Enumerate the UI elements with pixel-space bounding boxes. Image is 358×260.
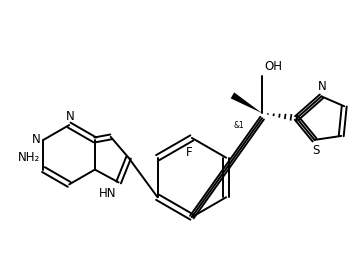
Text: N: N bbox=[318, 80, 327, 93]
Polygon shape bbox=[231, 92, 262, 113]
Text: F: F bbox=[185, 146, 192, 159]
Text: HN: HN bbox=[99, 187, 117, 200]
Text: N: N bbox=[66, 110, 74, 123]
Text: OH: OH bbox=[264, 60, 282, 73]
Text: NH₂: NH₂ bbox=[18, 151, 40, 164]
Text: N: N bbox=[32, 133, 40, 146]
Text: &1: &1 bbox=[233, 121, 244, 130]
Text: S: S bbox=[312, 144, 319, 157]
